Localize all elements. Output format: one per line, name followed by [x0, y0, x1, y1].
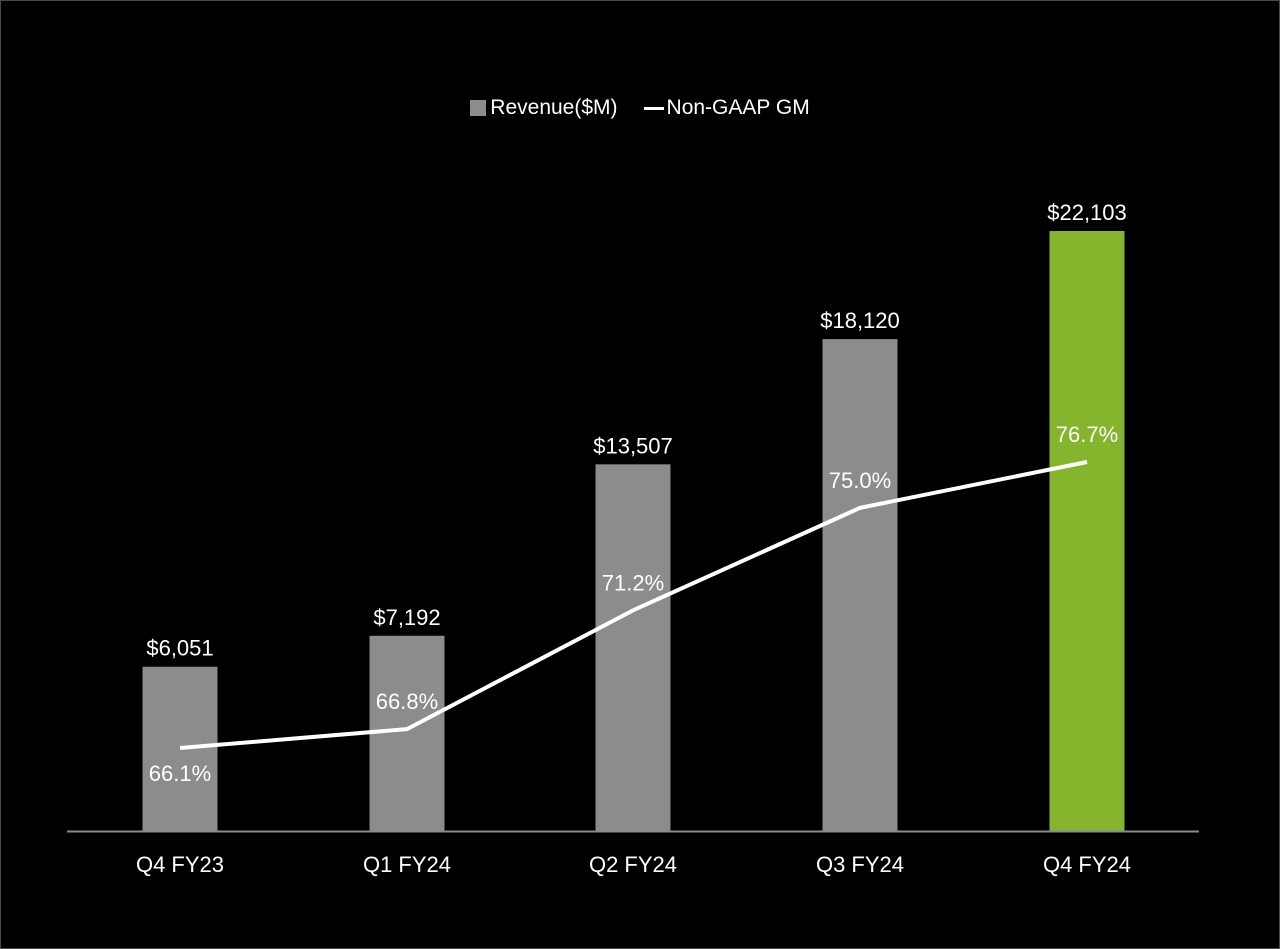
- legend-item-revenue: Revenue($M): [470, 96, 618, 120]
- x-axis-tick-label: Q2 FY24: [589, 852, 677, 877]
- legend-label-revenue: Revenue($M): [490, 96, 618, 119]
- x-axis-tick-label: Q4 FY23: [136, 852, 224, 877]
- revenue-bar: [595, 464, 671, 831]
- revenue-value-labels: $6,051 $7,192 $13,507 $18,120 $22,103: [146, 200, 1126, 661]
- x-axis-tick-label: Q3 FY24: [816, 852, 904, 877]
- legend-swatch-gm: [643, 106, 664, 110]
- legend-item-gm: Non-GAAP GM: [643, 96, 810, 120]
- x-axis-tick-labels: Q4 FY23 Q1 FY24 Q2 FY24 Q3 FY24 Q4 FY24: [136, 852, 1131, 877]
- revenue-value-label: $13,507: [593, 433, 673, 458]
- revenue-value-label: $6,051: [146, 636, 213, 661]
- gm-series-line: [179, 460, 1088, 750]
- revenue-value-label: $7,192: [373, 605, 440, 630]
- revenue-bars: [142, 231, 1125, 831]
- gm-value-label: 75.0%: [829, 468, 891, 493]
- revenue-bar: [142, 666, 218, 831]
- chart-legend: Revenue($M) Non-GAAP GM: [0, 96, 1280, 120]
- x-axis-tick-label: Q1 FY24: [363, 852, 451, 877]
- x-axis-tick-label: Q4 FY24: [1043, 852, 1131, 877]
- gm-line-layer: [179, 460, 1088, 750]
- legend-swatch-revenue: [470, 100, 487, 116]
- gm-value-label: 76.7%: [1056, 422, 1118, 447]
- revenue-value-label: $22,103: [1047, 200, 1127, 225]
- revenue-bar: [369, 635, 445, 831]
- gm-value-label: 66.1%: [149, 761, 211, 786]
- legend-label-gm: Non-GAAP GM: [666, 96, 810, 119]
- gm-value-label: 71.2%: [602, 570, 664, 595]
- gm-value-label: 66.8%: [376, 689, 438, 714]
- revenue-value-label: $18,120: [820, 308, 900, 333]
- revenue-bar: [1049, 231, 1125, 831]
- gm-value-labels: 66.1% 66.8% 71.2% 75.0% 76.7%: [149, 422, 1118, 786]
- revenue-bar: [822, 339, 898, 831]
